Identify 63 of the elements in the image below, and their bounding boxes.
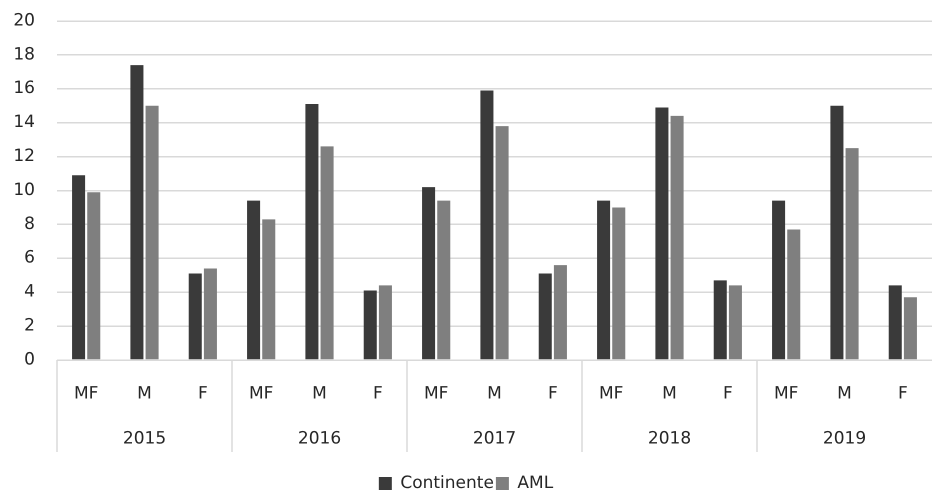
bar xyxy=(378,285,392,360)
text: 2017 xyxy=(472,428,516,448)
legend-label: AML xyxy=(517,472,554,493)
bar xyxy=(904,297,917,360)
text: 2016 xyxy=(298,428,342,448)
bar xyxy=(787,229,800,360)
bar xyxy=(130,65,144,360)
legend-label: Continente xyxy=(400,472,494,493)
x-tick-label: F xyxy=(548,384,558,404)
bar xyxy=(480,90,494,360)
x-tick-label: MF xyxy=(774,384,798,404)
bar xyxy=(188,274,202,360)
x-tick-label: M xyxy=(837,384,852,404)
bar xyxy=(772,200,786,360)
bar xyxy=(72,175,86,360)
bar xyxy=(262,219,276,360)
x-tick-label: M xyxy=(312,384,327,404)
x-tick-label: F xyxy=(198,384,208,404)
bar xyxy=(320,146,334,360)
bar xyxy=(364,290,377,360)
y-tick-label: 16 xyxy=(13,78,35,98)
y-tick-label: 12 xyxy=(13,146,35,166)
y-tick-label: 6 xyxy=(24,248,35,268)
x-tick-label: F xyxy=(722,384,733,404)
y-tick-label: 18 xyxy=(13,44,35,64)
bar xyxy=(554,265,567,360)
bar xyxy=(655,107,668,360)
x-tick-label: M xyxy=(487,384,502,404)
bar xyxy=(305,104,318,360)
x-tick-label: F xyxy=(898,384,908,404)
bar xyxy=(437,200,450,360)
y-tick-label: 8 xyxy=(24,214,35,234)
y-tick-label: 20 xyxy=(13,10,35,30)
y-tick-label: 14 xyxy=(13,112,35,132)
x-tick-label: MF xyxy=(424,384,448,404)
text: 2019 xyxy=(822,428,866,448)
x-tick-label: MF xyxy=(598,384,624,404)
x-tick-label: F xyxy=(372,384,383,404)
bar xyxy=(728,285,742,360)
bar xyxy=(87,192,100,360)
x-tick-label: MF xyxy=(248,384,274,404)
x-tick-label: MF xyxy=(74,384,98,404)
x-tick-label: M xyxy=(662,384,677,404)
bar xyxy=(204,268,217,360)
bar xyxy=(714,280,727,360)
y-tick-label: 4 xyxy=(24,282,35,302)
bar xyxy=(830,106,844,360)
bar xyxy=(247,200,260,360)
bar xyxy=(888,285,902,360)
x-tick-label: M xyxy=(137,384,152,404)
y-tick-label: 10 xyxy=(13,180,35,200)
bar xyxy=(846,148,859,360)
y-tick-label: 2 xyxy=(24,316,35,336)
bar xyxy=(422,187,436,360)
bar xyxy=(146,106,159,360)
text: 2015 xyxy=(122,428,166,448)
bar xyxy=(538,274,552,360)
bar xyxy=(496,126,509,360)
text: 2018 xyxy=(648,428,692,448)
y-tick-label: 0 xyxy=(24,349,35,370)
bar xyxy=(612,207,626,360)
bar xyxy=(597,200,610,360)
bar xyxy=(670,116,684,360)
